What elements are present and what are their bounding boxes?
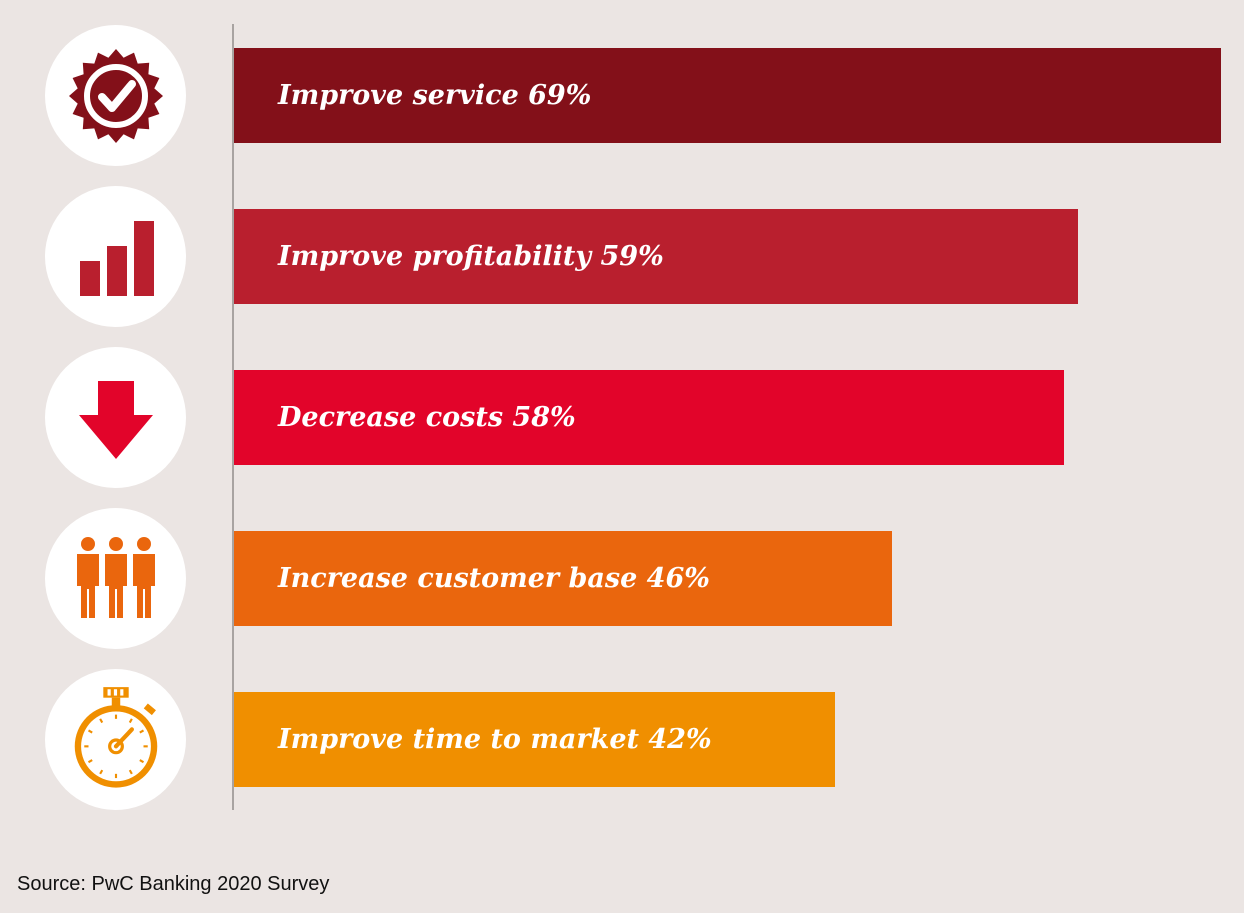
icon-circle-5: [45, 669, 186, 810]
bar-label-4: Increase customer base 46%: [278, 563, 710, 594]
down-arrow-icon: [71, 373, 161, 463]
icon-circle-3: [45, 347, 186, 488]
bar-5: Improve time to market 42%: [234, 692, 835, 787]
bar-4: Increase customer base 46%: [234, 531, 892, 626]
bar-label-1: Improve service 69%: [278, 80, 592, 111]
y-axis-line: [232, 24, 234, 810]
bar-chart-icon: [71, 212, 161, 302]
bar-label-5: Improve time to market 42%: [278, 724, 712, 755]
bar-2: Improve profitability 59%: [234, 209, 1078, 304]
bar-3: Decrease costs 58%: [234, 370, 1064, 465]
stopwatch-icon: [68, 685, 164, 795]
people-icon: [71, 534, 161, 624]
checkmark-seal-icon: [66, 46, 166, 146]
source-note: Source: PwC Banking 2020 Survey: [17, 873, 330, 895]
bar-label-3: Decrease costs 58%: [278, 402, 576, 433]
bar-1: Improve service 69%: [234, 48, 1221, 143]
icon-circle-4: [45, 508, 186, 649]
icon-circle-2: [45, 186, 186, 327]
icon-circle-1: [45, 25, 186, 166]
bar-label-2: Improve profitability 59%: [278, 241, 664, 272]
